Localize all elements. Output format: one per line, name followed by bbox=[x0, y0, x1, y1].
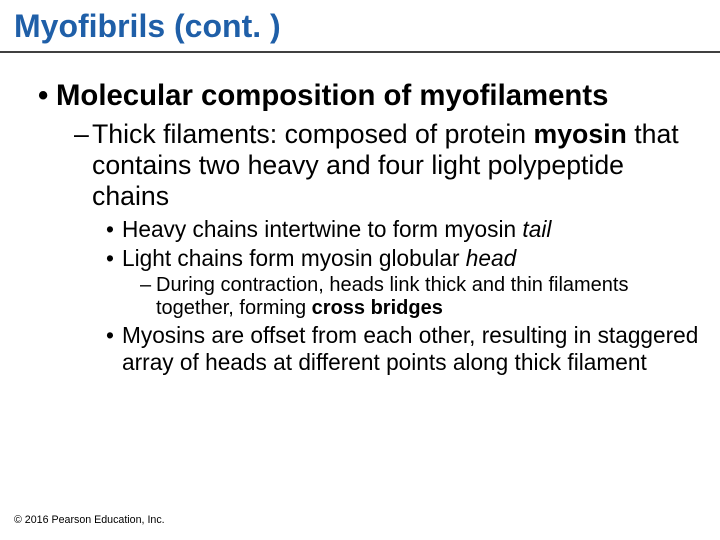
bullet-text: Heavy chains intertwine to form myosin t… bbox=[122, 216, 700, 243]
bullet-dot-icon: • bbox=[106, 216, 122, 243]
slide-body: • Molecular composition of myofilaments … bbox=[0, 53, 720, 376]
bullet-dot-icon: • bbox=[106, 322, 122, 376]
copyright-notice: © 2016 Pearson Education, Inc. bbox=[14, 514, 165, 526]
text-run-bold: myosin bbox=[534, 119, 627, 149]
text-run-bold: cross bridges bbox=[312, 297, 443, 319]
text-run: Heavy chains intertwine to form myosin bbox=[122, 216, 522, 242]
bullet-level2: – Thick filaments: composed of protein m… bbox=[74, 119, 700, 212]
text-run-italic: tail bbox=[522, 216, 551, 242]
slide-container: { "title": { "text": "Myofibrils (cont. … bbox=[0, 0, 720, 540]
bullet-text: Thick filaments: composed of protein myo… bbox=[92, 119, 700, 212]
text-run-italic: head bbox=[466, 245, 516, 271]
bullet-text: Myosins are offset from each other, resu… bbox=[122, 322, 700, 376]
bullet-dot-icon: • bbox=[38, 79, 56, 113]
bullet-text: Molecular composition of myofilaments bbox=[56, 79, 700, 113]
slide-title: Myofibrils (cont. ) bbox=[0, 0, 720, 51]
bullet-text: Light chains form myosin globular head bbox=[122, 245, 700, 272]
bullet-level1: • Molecular composition of myofilaments bbox=[38, 79, 700, 113]
bullet-level4: – During contraction, heads link thick a… bbox=[140, 274, 700, 320]
text-run: Light chains form myosin globular bbox=[122, 245, 466, 271]
bullet-level3: • Light chains form myosin globular head bbox=[106, 245, 700, 272]
text-run: Thick filaments: composed of protein bbox=[92, 119, 534, 149]
bullet-level3: • Myosins are offset from each other, re… bbox=[106, 322, 700, 376]
bullet-dash-icon: – bbox=[140, 274, 156, 320]
bullet-level3: • Heavy chains intertwine to form myosin… bbox=[106, 216, 700, 243]
bullet-dash-icon: – bbox=[74, 119, 92, 212]
bullet-text: During contraction, heads link thick and… bbox=[156, 274, 700, 320]
bullet-dot-icon: • bbox=[106, 245, 122, 272]
